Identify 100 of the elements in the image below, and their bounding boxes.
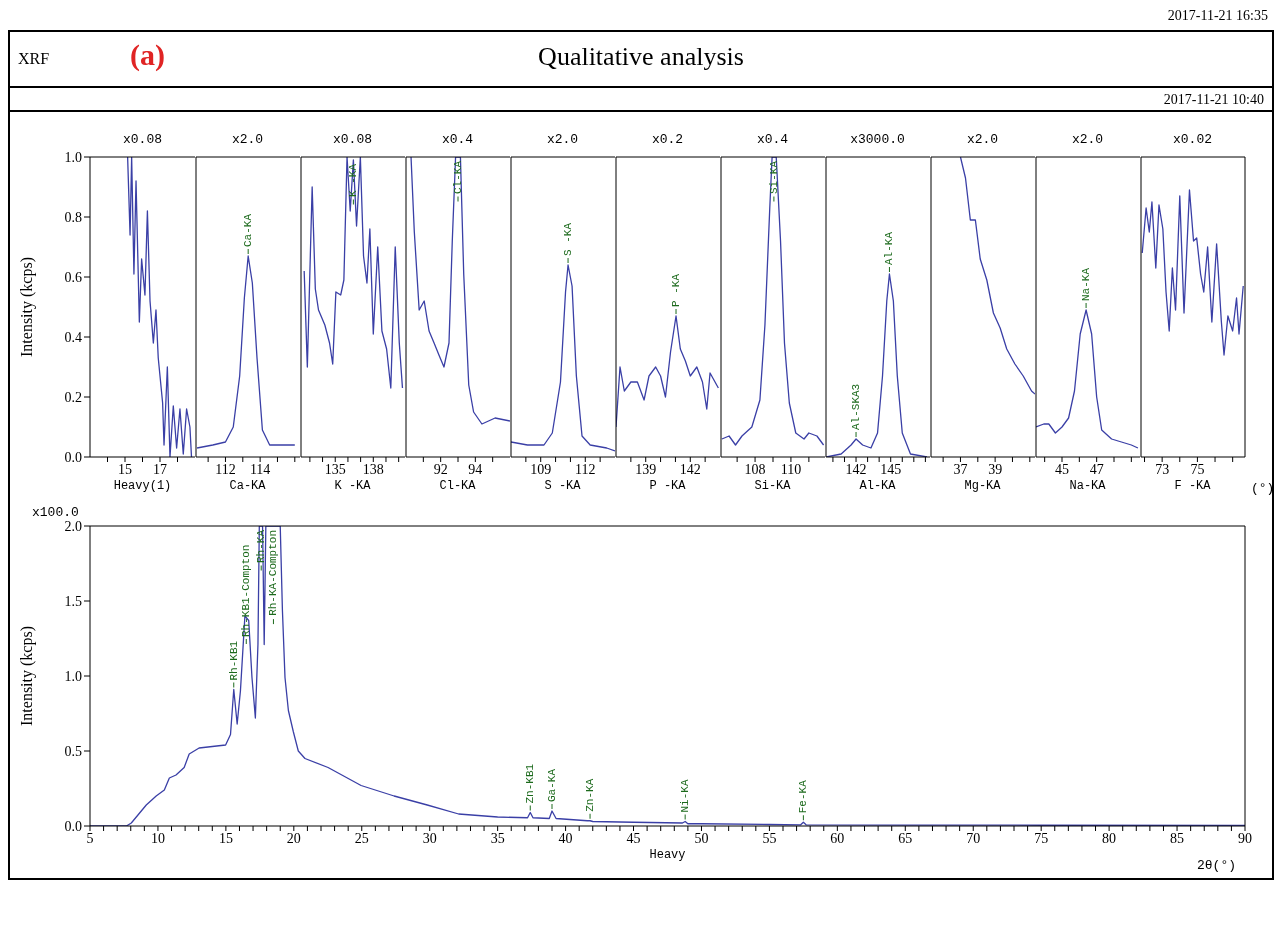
annotation: Rh-KB1 [227, 640, 240, 681]
text: x100.0 [32, 505, 79, 520]
annotation: Al-SKA3 [849, 383, 862, 430]
x-tick-label: 55 [762, 830, 777, 846]
text: 2017-11-21 16:35 [1166, 8, 1269, 25]
x-tick-label: 112 [575, 461, 596, 477]
y-tick-label: 0.0 [64, 818, 82, 834]
x-tick-label: 15 [218, 830, 233, 846]
y-tick-label: 0.2 [64, 389, 82, 405]
annotation: Rh-KA [255, 529, 268, 564]
x-tick-label: 142 [845, 461, 867, 477]
text: 2017-11-21 10:40 [10, 88, 1272, 112]
text: Qualitative analysis [538, 42, 744, 71]
chart-title: x2.0 [545, 132, 580, 148]
x-tick-label: 10 [150, 830, 165, 846]
chart-title: x3000.0 [849, 132, 906, 148]
x-tick-label: 114 [249, 461, 271, 477]
x-tick-label: 92 [433, 461, 448, 477]
annotation: Na-KA [1080, 267, 1092, 301]
x-axis-title: Mg-KA [963, 479, 1002, 495]
y-tick-label: 1.0 [64, 668, 82, 684]
x-tick-label: 139 [635, 461, 657, 477]
x-tick-label: 17 [153, 461, 167, 477]
x-tick-label: 80 [1102, 830, 1117, 846]
annotation: K -KA [347, 163, 360, 198]
x-tick-label: 65 [898, 830, 913, 846]
x-tick-label: 110 [780, 461, 802, 477]
annotation: Fe-KA [797, 779, 810, 814]
x-tick-label: 75 [1190, 461, 1205, 477]
chart-title: x2.0 [1070, 132, 1105, 148]
chart-title: x2.0 [230, 132, 265, 148]
y-tick-label: 1.0 [64, 149, 82, 165]
annotation: Ga-KA [545, 768, 558, 802]
x-axis-title: Na-KA [1068, 479, 1107, 495]
y-tick-label: 0.8 [64, 209, 82, 225]
y-tick-label: 0.0 [64, 449, 82, 465]
x-axis-title: S -KA [543, 479, 582, 495]
x-axis-title: P -KA [648, 479, 687, 495]
x-tick-label: 109 [530, 461, 552, 477]
annotation: Ni-KA [679, 779, 692, 813]
y-tick-label: 0.5 [64, 743, 82, 759]
x-axis-title: Ca-KA [228, 479, 267, 495]
x-axis-title: Al-KA [858, 479, 897, 495]
chart-title: x0.2 [650, 132, 685, 148]
x-axis-title: Si-KA [753, 479, 792, 495]
annotation: Zn-KB1 [524, 763, 537, 804]
annotation: Zn-KA [583, 778, 596, 812]
x-tick-label: 20 [286, 830, 301, 846]
x-axis-title: F -KA [1173, 479, 1212, 495]
chart-title: x0.4 [440, 132, 475, 148]
chart-title: x0.08 [332, 132, 373, 148]
annotation: Rh-KA-Compton [267, 530, 280, 616]
x-axis-title: Heavy [649, 848, 686, 862]
y-axis-title: Intensity (kcps) [17, 257, 36, 357]
x-tick-label: 45 [1055, 461, 1069, 477]
x-tick-label: 138 [362, 461, 384, 477]
chart-title: x0.08 [122, 132, 163, 148]
text: (°) [1251, 481, 1275, 496]
text: 2θ(°) [1197, 858, 1237, 873]
x-tick-label: 5 [86, 830, 94, 846]
y-tick-label: 0.4 [64, 329, 82, 345]
y-tick-label: 1.5 [64, 593, 82, 609]
annotation: Cl-KA [451, 160, 464, 195]
x-tick-label: 94 [468, 461, 483, 477]
annotation: Ca-KA [242, 213, 255, 247]
x-tick-label: 35 [490, 830, 505, 846]
y-tick-label: 2.0 [64, 518, 82, 534]
x-tick-label: 70 [966, 830, 981, 846]
x-tick-label: 50 [694, 830, 709, 846]
chart-title: x0.02 [1172, 132, 1213, 148]
x-tick-label: 112 [215, 461, 236, 477]
x-tick-label: 30 [422, 830, 437, 846]
x-tick-label: 39 [988, 461, 1003, 477]
x-tick-label: 73 [1155, 461, 1170, 477]
annotation: P -KA [669, 273, 682, 307]
chart-title: x0.4 [755, 132, 790, 148]
x-tick-label: 37 [953, 461, 968, 477]
text: (a) [130, 38, 165, 72]
x-tick-label: 108 [744, 461, 766, 477]
x-tick-label: 90 [1238, 830, 1252, 846]
annotation: Si-KA [767, 160, 780, 195]
annotation: Rh-KB1-Compton [240, 544, 253, 637]
annotation: S -KA [561, 222, 574, 256]
x-tick-label: 45 [626, 830, 641, 846]
x-axis-title: Heavy(1) [112, 479, 173, 495]
x-tick-label: 25 [354, 830, 369, 846]
x-tick-label: 15 [118, 461, 132, 477]
x-tick-label: 85 [1170, 830, 1185, 846]
y-axis-title: Intensity (kcps) [17, 626, 36, 726]
chart-title: x2.0 [965, 132, 1000, 148]
x-axis-title: K -KA [333, 479, 372, 495]
x-tick-label: 75 [1034, 830, 1049, 846]
x-tick-label: 142 [679, 461, 701, 477]
x-axis-title: Cl-KA [438, 479, 477, 495]
text: XRF [18, 50, 50, 68]
line-series [126, 157, 193, 457]
x-tick-label: 60 [830, 830, 845, 846]
x-tick-label: 40 [558, 830, 573, 846]
x-tick-label: 47 [1089, 461, 1104, 477]
annotation: Al-KA [883, 231, 896, 265]
